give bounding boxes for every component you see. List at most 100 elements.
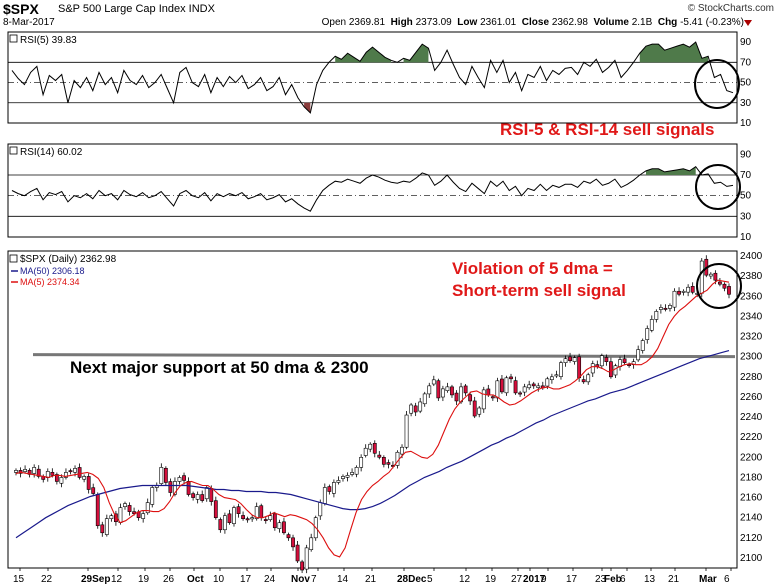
candle-body [150,487,155,505]
candle-body [559,362,563,377]
candle-body [223,515,227,531]
price-ytick-label: 2280 [740,372,763,383]
candle-body [409,404,414,414]
xtick-label: 19 [485,574,497,585]
candle-body [581,379,586,383]
candle-body [322,487,327,504]
candle-body [173,481,177,495]
candle-body [586,374,591,383]
candle-body [427,385,432,395]
candle-body [227,513,232,524]
candle-body [454,392,459,402]
candle-body [272,513,277,529]
xtick-label: 21 [365,574,377,585]
candle-body [195,494,200,500]
candle-body [372,443,377,454]
candle-body [640,340,645,351]
candle-body [636,349,641,361]
candle-body [672,290,677,308]
candle-body [82,476,87,480]
xtick-label: 24 [264,574,276,585]
candle-body [145,502,150,514]
candle-body [599,355,604,367]
candle-body [127,505,132,512]
candle-body [522,386,527,393]
candle-body [699,260,704,294]
candle-body [18,470,23,474]
symbol-description: S&P 500 Large Cap Index INDX [58,3,215,15]
candle-body [572,357,577,362]
down-arrow-icon [744,20,752,26]
rsi5-legend-swatch [9,34,18,43]
candle-body [563,358,568,364]
rsi14-legend-swatch [9,146,18,155]
candle-body [204,487,209,500]
xtick-label: Oct [187,574,204,585]
candle-body [241,515,245,519]
rsi5-oversold-fill [304,102,311,113]
candle-body [295,544,300,562]
rsi14-frame [7,143,738,238]
xtick-label: 28Dec [397,574,427,585]
candle-body [345,475,350,478]
rsi14-ytick-label: 50 [740,191,752,202]
candle-body [86,476,91,490]
xtick-label: 12 [111,574,123,585]
candle-body [68,470,73,473]
rsi14-ytick-label: 10 [740,232,752,243]
xtick-label: 12 [459,574,471,585]
candle-body [95,494,100,527]
rsi14-ytick-label: 30 [740,211,752,222]
rsi14-ytick-label: 70 [740,170,752,181]
candle-body [500,378,504,393]
price-ytick-label: 2120 [740,533,763,544]
xtick-label: 17 [566,574,578,585]
rsi5-overbought-fill [639,42,709,63]
candle-body [722,283,727,289]
candle-body [654,311,659,320]
candle-body [668,305,672,309]
rsi14-legend-label: RSI(14) 60.02 [20,147,83,158]
candle-body [477,407,482,415]
candle-body [354,467,359,475]
candle-body [627,364,631,367]
ticker-symbol: $SPX [3,1,39,17]
price-ytick-label: 2220 [740,432,763,443]
candle-body [309,537,314,550]
candle-body [291,537,295,548]
candle-body [481,389,486,410]
rsi5-ytick-label: 70 [740,57,752,68]
xtick-label: 2017 [523,574,546,585]
candle-body [100,524,105,534]
candle-body [577,356,582,379]
candle-body [245,518,250,521]
candle-body [77,467,82,478]
rsi5-circle-annotation [694,59,740,109]
copyright: © StockCharts.com [687,3,774,14]
candle-body [336,480,341,483]
candle-body [363,447,368,456]
candle-body [554,374,559,377]
open-value: 2369.81 [348,17,386,28]
low-value: 2361.01 [480,17,517,28]
xtick-label: 21 [668,574,680,585]
candle-body [509,376,513,380]
candle-body [690,286,695,293]
candle-body [218,519,223,531]
rsi5-overbought-fill [403,44,429,63]
candle-body [518,392,522,395]
violation-annotation-line2: Short-term sell signal [452,281,626,300]
candle-body [622,358,627,364]
candle-body [209,488,214,502]
candle-body [32,467,37,474]
candle-body [440,388,445,398]
close-value: 2362.98 [551,17,588,28]
candle-body [422,393,427,405]
candle-body [404,414,409,448]
candle-body [177,477,182,482]
candle-body [604,357,609,362]
xtick-label: 9 [541,574,547,585]
xtick-label: 29Sep [81,574,110,585]
candle-body [718,281,722,285]
candle-body [123,503,127,508]
